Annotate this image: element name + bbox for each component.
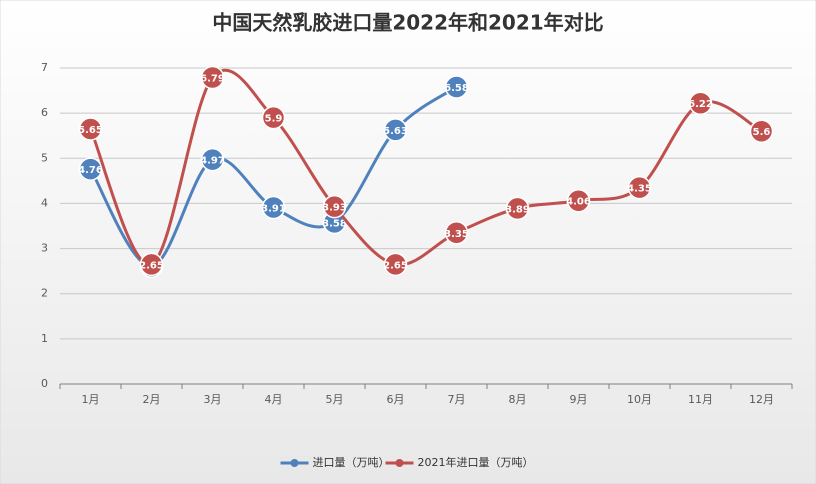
data-label: 6.58 (444, 83, 469, 94)
y-tick-label: 1 (41, 332, 48, 345)
data-label: 2.65 (139, 260, 164, 271)
y-tick-label: 4 (41, 196, 48, 209)
data-point (383, 118, 408, 142)
data-label: 5.65 (78, 125, 103, 136)
y-tick-label: 7 (41, 61, 48, 74)
data-point (749, 119, 774, 143)
data-point (139, 252, 164, 277)
data-point (200, 65, 225, 90)
data-label: 6.22 (688, 99, 713, 110)
data-label: 4.35 (627, 184, 652, 195)
data-point (200, 147, 225, 172)
data-point (383, 252, 408, 277)
x-tick-label: 1月 (82, 393, 100, 406)
data-label: 3.58 (322, 218, 347, 229)
data-label: 3.93 (322, 203, 347, 214)
legend-marker (290, 459, 299, 467)
data-point (505, 196, 530, 221)
data-point (688, 91, 713, 115)
data-point (627, 175, 652, 200)
data-point (322, 194, 347, 219)
data-point (261, 195, 286, 220)
data-label: 4.06 (566, 197, 591, 208)
y-tick-label: 2 (41, 287, 48, 300)
data-point (566, 188, 591, 213)
data-point (261, 105, 286, 130)
chart-title: 中国天然乳胶进口量2022年和2021年对比 (212, 11, 603, 35)
data-label: 4.97 (200, 156, 225, 167)
data-label: 2.65 (383, 260, 408, 271)
x-tick-label: 8月 (509, 393, 527, 406)
x-tick-label: 9月 (570, 393, 588, 406)
x-tick-label: 5月 (326, 393, 344, 406)
data-point (444, 75, 469, 99)
x-tick-label: 2月 (143, 393, 161, 406)
legend-label: 2021年进口量（万吨） (418, 455, 534, 469)
data-label: 3.89 (505, 204, 530, 215)
data-label: 6.79 (200, 73, 225, 84)
x-tick-label: 12月 (749, 393, 774, 406)
x-tick-label: 6月 (387, 393, 405, 406)
data-label: 5.63 (383, 126, 408, 137)
y-tick-label: 0 (41, 377, 48, 390)
data-point (78, 157, 103, 181)
data-label: 5.9 (265, 114, 283, 125)
x-tick-label: 11月 (688, 393, 713, 406)
data-label: 5.6 (753, 127, 771, 138)
x-tick-label: 10月 (627, 393, 652, 406)
legend-label: 进口量（万吨） (313, 456, 390, 469)
x-tick-label: 7月 (448, 393, 466, 406)
data-point (444, 221, 469, 245)
data-label: 4.76 (78, 165, 103, 176)
y-tick-label: 5 (41, 151, 48, 164)
x-tick-label: 4月 (265, 393, 283, 406)
data-point (78, 117, 103, 141)
y-tick-label: 3 (41, 242, 48, 255)
data-label: 3.91 (261, 203, 286, 214)
x-tick-label: 3月 (204, 393, 222, 406)
y-tick-label: 6 (41, 106, 48, 119)
data-label: 3.35 (444, 229, 469, 240)
legend-marker (395, 459, 404, 467)
